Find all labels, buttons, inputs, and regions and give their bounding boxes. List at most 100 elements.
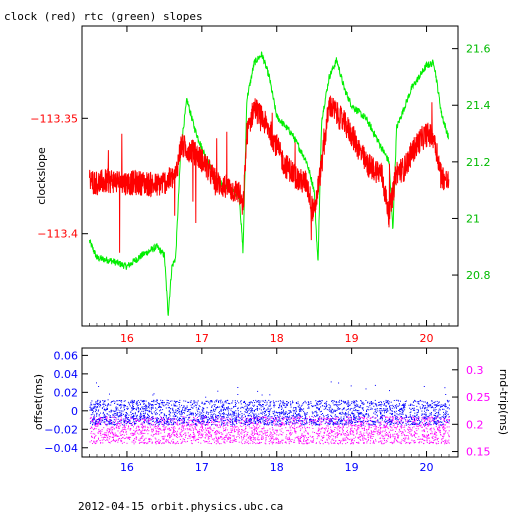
offset-point: [179, 410, 181, 412]
offset-point: [362, 415, 364, 416]
offset-point: [349, 414, 351, 416]
offset-point: [169, 411, 171, 413]
rndtrip-point: [339, 430, 341, 432]
offset-point: [121, 412, 123, 414]
rndtrip-point: [160, 432, 162, 434]
rndtrip-point: [276, 423, 278, 425]
rndtrip-point: [418, 425, 420, 427]
rndtrip-point: [353, 434, 355, 436]
rndtrip-point: [201, 430, 203, 432]
offset-point: [253, 421, 255, 423]
rndtrip-point: [190, 429, 192, 431]
offset-point: [199, 413, 201, 415]
offset-point: [250, 401, 252, 403]
rndtrip-point: [395, 431, 396, 432]
offset-point: [136, 401, 138, 403]
offset-point: [438, 402, 440, 403]
rndtrip-point: [218, 431, 220, 433]
rndtrip-point: [108, 419, 110, 421]
rndtrip-point: [251, 431, 253, 433]
rndtrip-point: [134, 419, 136, 421]
rndtrip-point: [142, 426, 144, 428]
rndtrip-point: [163, 419, 165, 421]
offset-point: [289, 410, 291, 412]
rndtrip-point: [89, 428, 91, 429]
offset-point: [332, 400, 334, 402]
offset-point: [288, 412, 290, 414]
rndtrip-point: [442, 437, 444, 439]
offset-point: [238, 416, 239, 418]
rndtrip-point: [274, 438, 276, 440]
offset-point: [133, 407, 134, 409]
offset-point: [89, 405, 91, 407]
offset-point: [254, 404, 256, 406]
rndtrip-point: [208, 430, 210, 432]
offset-point: [120, 406, 122, 408]
rndtrip-point: [250, 439, 252, 441]
rndtrip-point: [153, 434, 154, 436]
offset-point: [331, 420, 333, 422]
rndtrip-point: [191, 442, 193, 444]
rndtrip-point: [422, 438, 423, 440]
offset-point: [134, 412, 136, 414]
offset-point: [355, 403, 357, 405]
rndtrip-point: [403, 434, 405, 435]
offset-point: [201, 418, 203, 420]
rndtrip-point: [387, 435, 389, 437]
top-y-tick-label: −113.4: [37, 228, 78, 241]
offset-point: [215, 401, 217, 403]
offset-point: [143, 401, 145, 403]
offset-point: [334, 410, 336, 412]
offset-point: [395, 399, 397, 401]
rndtrip-point: [307, 439, 309, 441]
rndtrip-point: [183, 425, 185, 427]
offset-point: [126, 413, 128, 415]
offset-point: [237, 407, 239, 409]
offset-point: [380, 405, 382, 407]
offset-point: [406, 424, 408, 426]
rndtrip-point: [232, 429, 234, 431]
offset-point: [338, 407, 339, 409]
rndtrip-point: [169, 428, 170, 429]
rndtrip-point: [141, 432, 143, 434]
rndtrip-point: [103, 439, 105, 441]
offset-point: [444, 415, 446, 417]
rndtrip-point: [242, 420, 244, 422]
rndtrip-point: [278, 442, 279, 444]
offset-point: [136, 405, 138, 407]
rndtrip-point: [180, 436, 182, 438]
rndtrip-point: [120, 440, 122, 442]
rndtrip-point: [201, 426, 203, 428]
offset-point: [414, 412, 416, 414]
offset-point: [331, 400, 332, 402]
rndtrip-point: [362, 434, 364, 436]
rndtrip-point: [261, 436, 263, 438]
offset-point: [386, 409, 388, 411]
offset-point: [303, 402, 305, 404]
rndtrip-point: [197, 438, 199, 440]
offset-point: [173, 405, 175, 407]
offset-point: [339, 421, 341, 423]
offset-point: [112, 410, 114, 412]
rndtrip-point: [383, 425, 385, 427]
offset-point: [297, 420, 299, 421]
rndtrip-point: [116, 424, 118, 426]
rndtrip-point: [419, 441, 421, 443]
offset-point: [126, 415, 127, 417]
rndtrip-point: [228, 438, 230, 440]
rndtrip-point: [256, 424, 258, 426]
rndtrip-point: [362, 439, 364, 441]
offset-point: [387, 421, 389, 423]
rndtrip-point: [351, 429, 353, 431]
rndtrip-point: [128, 437, 130, 439]
rndtrip-point: [403, 429, 405, 431]
rndtrip-point: [185, 425, 187, 427]
rndtrip-point: [328, 435, 330, 437]
offset-point: [110, 422, 112, 424]
offset-point: [201, 419, 203, 421]
rndtrip-point: [136, 437, 138, 439]
offset-point: [416, 409, 418, 411]
rndtrip-point: [208, 427, 210, 429]
rndtrip-point: [187, 438, 189, 439]
rndtrip-point: [404, 438, 406, 440]
